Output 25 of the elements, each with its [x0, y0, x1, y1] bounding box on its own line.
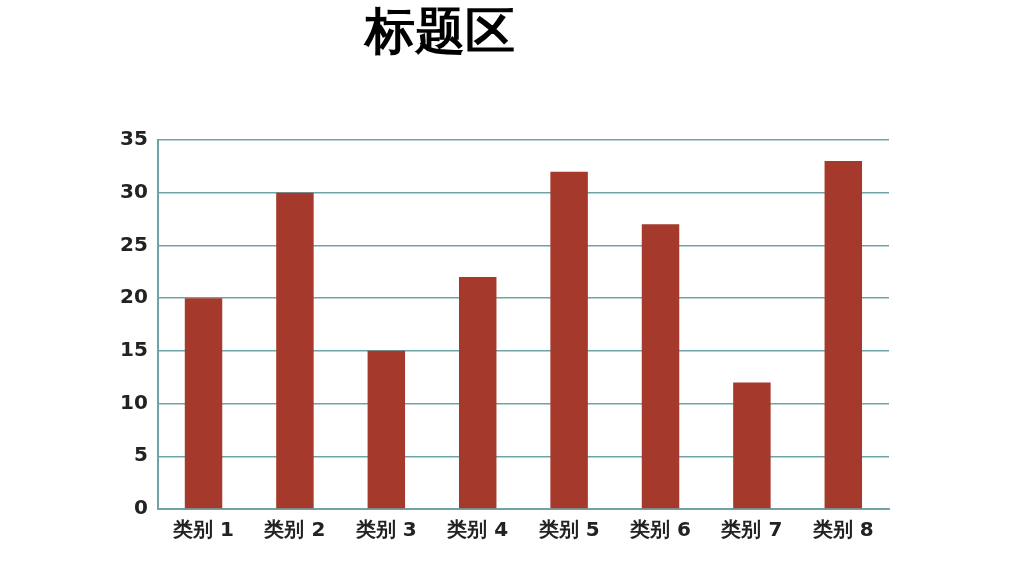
y-tick-label: 35: [119, 126, 148, 151]
x-tick-label: 类别 6: [629, 517, 691, 542]
y-tick-label: 15: [119, 337, 148, 362]
y-tick-label: 0: [133, 495, 148, 520]
x-tick-label: 类别 1: [172, 517, 234, 542]
bar: [184, 298, 223, 509]
y-tick-label: 30: [119, 178, 148, 203]
bar: [458, 277, 497, 509]
x-tick-label: 类别 2: [263, 517, 326, 542]
chart-title: 标题区: [363, 1, 515, 60]
bar: [550, 171, 588, 509]
bar: [641, 224, 680, 509]
y-tick-label: 20: [119, 284, 148, 309]
x-tick-label: 类别 3: [354, 517, 417, 542]
x-tick-label: 类别 8: [811, 517, 874, 542]
bar: [367, 350, 406, 509]
y-tick-label: 10: [119, 389, 148, 414]
x-tick-label: 类别 5: [537, 517, 600, 542]
bar: [733, 382, 771, 509]
y-tick-label: 5: [133, 442, 148, 467]
x-tick-label: 类别 7: [720, 517, 783, 542]
bar: [824, 161, 863, 509]
x-tick-label: 类别 4: [446, 517, 509, 542]
y-tick-label: 25: [119, 231, 148, 256]
bar: [276, 192, 314, 509]
